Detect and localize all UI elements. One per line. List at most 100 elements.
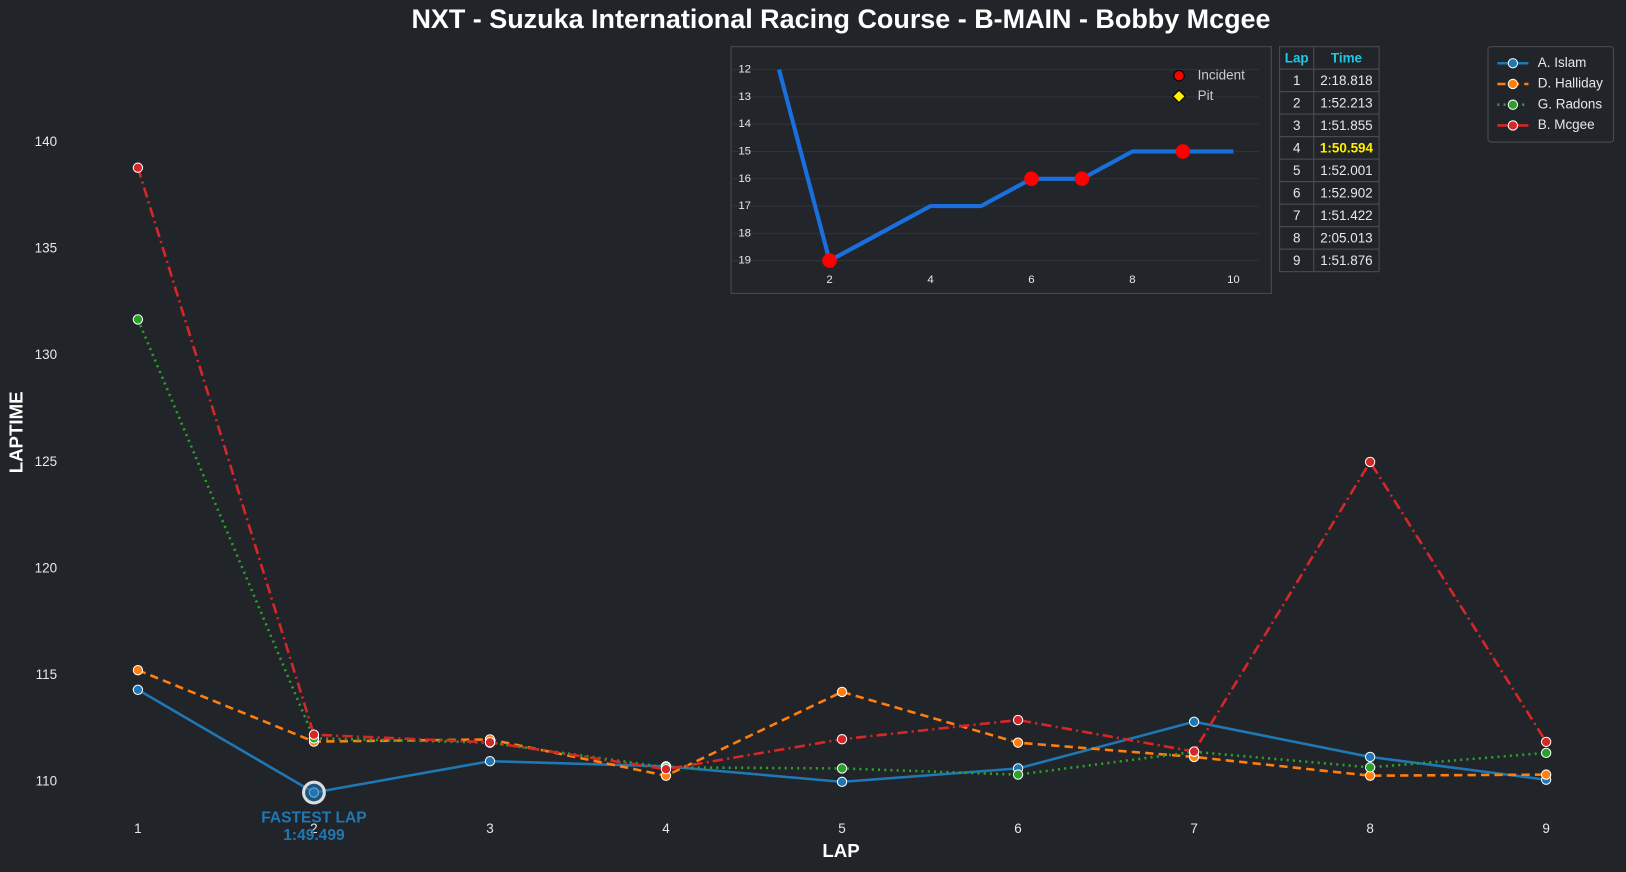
y-tick-label: 140 — [35, 134, 57, 149]
x-tick-label: 6 — [1028, 274, 1034, 286]
legend-marker — [1507, 120, 1519, 131]
table-header: Lap — [1285, 51, 1309, 66]
y-tick-label: 130 — [35, 347, 57, 362]
event-marker — [1175, 144, 1191, 159]
data-point — [836, 686, 848, 698]
legend-marker — [1172, 89, 1186, 104]
data-point — [1540, 769, 1552, 780]
table-cell-text: 8 — [1293, 231, 1301, 246]
data-point — [1188, 716, 1200, 727]
table-cell — [1313, 248, 1380, 273]
event-marker — [822, 253, 837, 268]
table-cell-text: 1:50.594 — [1320, 141, 1374, 156]
x-tick-label: 7 — [1190, 821, 1198, 836]
table-cell-text: 3 — [1293, 118, 1301, 133]
data-point — [132, 684, 144, 695]
table-cell-text: 2:05.013 — [1320, 231, 1372, 246]
table-cell-text: 2 — [1293, 96, 1301, 111]
table-cell-text: 9 — [1293, 253, 1301, 268]
table-header: Time — [1331, 51, 1363, 66]
y-tick-label: 13 — [738, 91, 751, 103]
data-point — [484, 737, 496, 748]
x-tick-label: 2 — [826, 274, 832, 286]
x-tick-label: 4 — [662, 821, 670, 836]
table-cell-text: 1:51.422 — [1320, 208, 1372, 223]
data-point — [836, 763, 848, 774]
x-tick-label: 10 — [1227, 274, 1240, 286]
y-axis-label: LAPTIME — [6, 391, 27, 473]
legend-marker — [1507, 78, 1519, 90]
data-point — [1188, 746, 1200, 757]
data-point — [1364, 762, 1376, 773]
y-tick-label: 15 — [738, 145, 751, 157]
y-tick-label: 14 — [738, 118, 751, 130]
y-tick-label: 16 — [738, 173, 751, 185]
data-point — [132, 314, 144, 325]
data-point — [836, 734, 848, 745]
y-tick-label: 135 — [35, 241, 57, 256]
x-tick-label: 2 — [310, 821, 318, 836]
legend-label: Pit — [1198, 88, 1214, 103]
annotation-text: 1:49.499 — [283, 827, 345, 844]
data-point — [660, 764, 672, 775]
event-marker — [1074, 171, 1090, 187]
x-tick-label: 8 — [1129, 274, 1135, 286]
legend-label: A. Islam — [1538, 55, 1587, 70]
inset-panel — [730, 46, 1272, 294]
legend-box — [1487, 46, 1614, 143]
data-point — [132, 665, 144, 676]
data-point — [1540, 747, 1552, 759]
legend-marker — [1507, 99, 1519, 110]
x-tick-label: 6 — [1014, 821, 1022, 836]
data-point — [836, 776, 848, 788]
position-line — [777, 69, 1234, 263]
legend-marker — [1173, 69, 1185, 82]
table-cell-text: 6 — [1293, 186, 1301, 201]
table-cell-text: 1:51.876 — [1320, 253, 1372, 268]
y-tick-label: 18 — [738, 227, 751, 239]
y-tick-label: 12 — [738, 64, 751, 76]
y-tick-label: 110 — [36, 773, 57, 788]
table-cell-text: 4 — [1293, 141, 1301, 156]
y-tick-label: 115 — [36, 667, 57, 682]
legend-label: D. Halliday — [1538, 76, 1603, 91]
x-tick-label: 9 — [1542, 821, 1550, 836]
event-marker — [1024, 171, 1039, 187]
fastest-lap-marker — [302, 780, 326, 805]
table-cell-text: 1:51.855 — [1320, 118, 1372, 133]
table-cell-text: 1:52.902 — [1320, 186, 1372, 201]
y-tick-label: 17 — [738, 200, 751, 212]
series-line — [137, 668, 1547, 778]
data-point — [1012, 737, 1024, 748]
table-cell-text: 1:52.213 — [1320, 96, 1372, 111]
table-cell-text: 1 — [1293, 73, 1301, 88]
x-tick-label: 1 — [134, 821, 142, 836]
data-point — [1540, 736, 1552, 748]
x-tick-label: 8 — [1366, 821, 1374, 836]
data-point — [308, 729, 320, 740]
legend-marker — [1507, 58, 1519, 69]
x-tick-label: 5 — [838, 821, 846, 836]
table-cell-text: 1:52.001 — [1320, 163, 1372, 178]
data-point — [1364, 456, 1376, 468]
table-cell-text: 7 — [1293, 208, 1301, 223]
table-cell-text: 5 — [1293, 163, 1301, 178]
x-tick-label: 4 — [927, 274, 933, 286]
chart-title: NXT - Suzuka International Racing Course… — [411, 4, 1270, 34]
x-axis-label: LAP — [822, 840, 859, 861]
data-point — [1012, 769, 1024, 780]
data-point — [484, 756, 496, 767]
table-cell-text: 2:18.818 — [1320, 73, 1372, 88]
annotation-text: FASTEST LAP — [261, 810, 366, 827]
legend-label: G. Radons — [1538, 96, 1603, 111]
y-tick-label: 19 — [738, 255, 751, 267]
y-tick-label: 125 — [35, 454, 57, 469]
legend-label: Incident — [1198, 67, 1245, 82]
x-tick-label: 3 — [486, 821, 494, 836]
data-point — [132, 162, 144, 173]
legend-label: B. Mcgee — [1538, 117, 1595, 132]
data-point — [1012, 714, 1024, 726]
y-tick-label: 120 — [35, 560, 57, 575]
